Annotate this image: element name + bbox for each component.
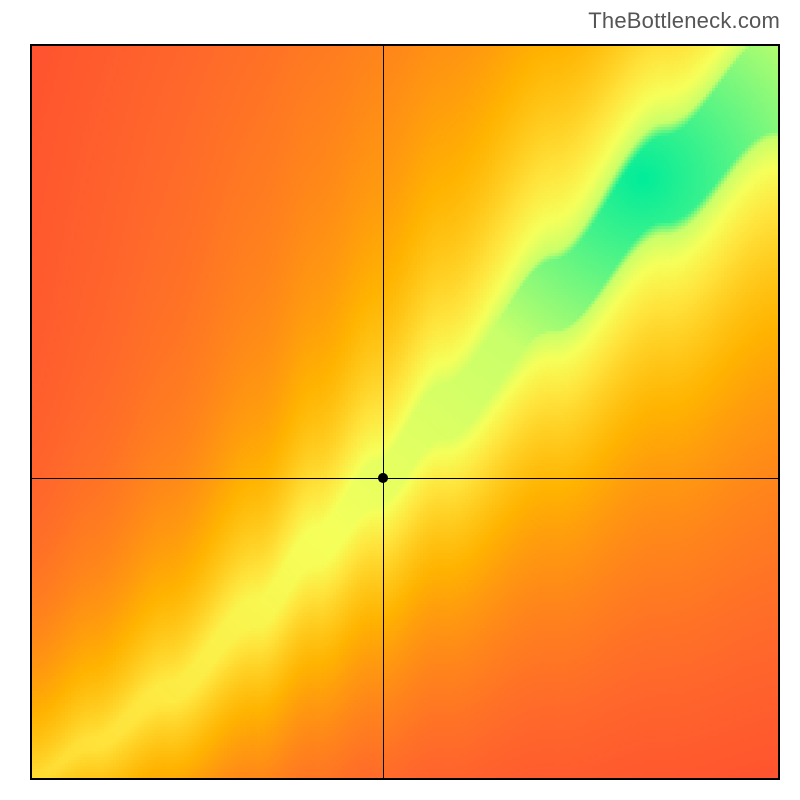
- bottleneck-heatmap: [32, 46, 778, 778]
- crosshair-marker: [377, 472, 389, 484]
- crosshair-vertical: [383, 46, 384, 778]
- crosshair-horizontal: [32, 478, 778, 479]
- watermark-text: TheBottleneck.com: [588, 8, 780, 34]
